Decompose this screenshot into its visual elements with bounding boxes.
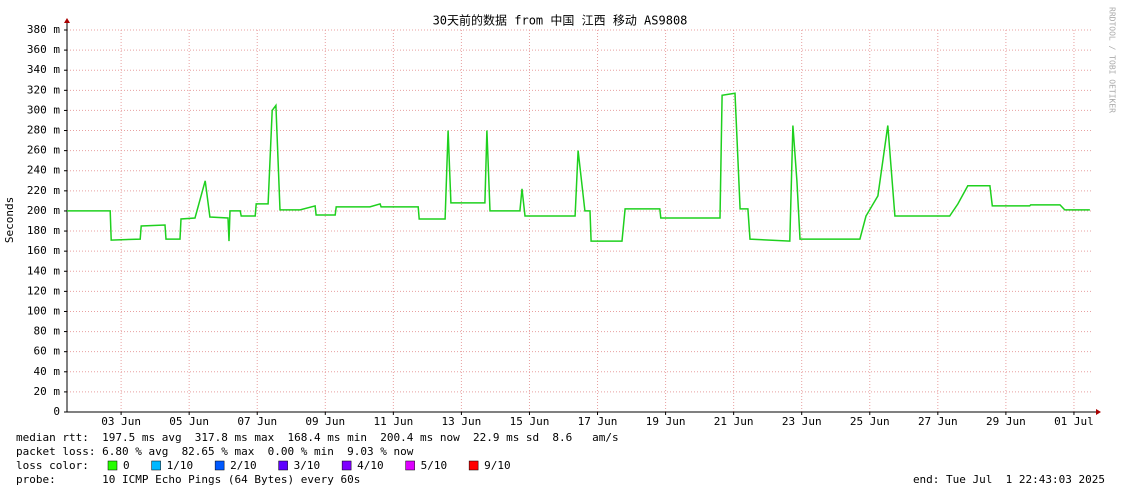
loss-legend-label: 0 [123, 459, 130, 472]
y-tick-label: 260 m [27, 144, 60, 157]
loss-legend-label: 5/10 [421, 459, 448, 472]
y-tick-label: 160 m [27, 244, 60, 257]
end-time: end: Tue Jul 1 22:43:03 2025 [913, 473, 1105, 486]
loss-legend-label: 2/10 [230, 459, 257, 472]
stats-line: median rtt: 197.5 ms avg 317.8 ms max 16… [16, 431, 619, 444]
probe: probe: 10 ICMP Echo Pings (64 Bytes) eve… [16, 473, 360, 486]
y-tick-label: 300 m [27, 103, 60, 116]
x-tick-label: 21 Jun [714, 415, 754, 428]
median-line [67, 92, 1090, 242]
y-tick-label: 200 m [27, 204, 60, 217]
loss-swatch [405, 460, 415, 471]
axis-arrow [1096, 409, 1101, 415]
y-tick-label: 40 m [34, 365, 61, 378]
x-tick-label: 05 Jun [169, 415, 209, 428]
loss-swatch [341, 460, 352, 471]
y-tick-label: 120 m [27, 284, 60, 297]
y-tick-label: 240 m [27, 164, 60, 177]
loss-swatch [468, 460, 479, 471]
loss-legend-label: 4/10 [357, 459, 384, 472]
x-tick-label: 17 Jun [578, 415, 618, 428]
loss-swatch [278, 460, 288, 471]
stats-line: packet loss: 6.80 % avg 82.65 % max 0.00… [16, 445, 414, 458]
x-tick-label: 25 Jun [850, 415, 890, 428]
y-tick-label: 180 m [27, 224, 60, 237]
x-tick-label: 23 Jun [782, 415, 822, 428]
x-tick-label: 03 Jun [101, 415, 141, 428]
y-tick-label: 60 m [34, 345, 61, 358]
chart-title: 30天前的数据 from 中国 江西 移动 AS9808 [433, 13, 688, 28]
y-tick-label: 80 m [34, 325, 61, 338]
loss-legend-label: 9/10 [484, 459, 511, 472]
y-tick-label: 360 m [27, 43, 60, 56]
x-tick-label: 19 Jun [646, 415, 686, 428]
loss-color-label: loss color: [16, 459, 89, 472]
loss-swatch [214, 460, 225, 471]
loss-legend-label: 3/10 [294, 459, 321, 472]
y-tick-label: 380 m [27, 23, 60, 36]
x-tick-label: 13 Jun [442, 415, 482, 428]
y-tick-label: 100 m [27, 304, 60, 317]
y-tick-label: 280 m [27, 124, 60, 137]
loss-swatch [107, 460, 118, 471]
y-tick-label: 0 [53, 405, 60, 418]
x-tick-label: 29 Jun [986, 415, 1026, 428]
y-tick-label: 220 m [27, 184, 60, 197]
y-axis-label: Seconds [3, 197, 16, 243]
x-tick-label: 27 Jun [918, 415, 958, 428]
loss-legend-label: 1/10 [167, 459, 194, 472]
axis-arrow [64, 18, 70, 23]
x-tick-label: 01 Jul [1054, 415, 1094, 428]
y-tick-label: 340 m [27, 63, 60, 76]
y-tick-label: 320 m [27, 83, 60, 96]
y-tick-label: 140 m [27, 264, 60, 277]
loss-swatch [151, 460, 161, 471]
y-tick-label: 20 m [34, 385, 61, 398]
x-tick-label: 11 Jun [373, 415, 413, 428]
x-tick-label: 09 Jun [305, 415, 345, 428]
x-tick-label: 07 Jun [237, 415, 277, 428]
x-tick-label: 15 Jun [510, 415, 550, 428]
watermark: RRDTOOL / TOBI OETIKER [1108, 7, 1117, 113]
